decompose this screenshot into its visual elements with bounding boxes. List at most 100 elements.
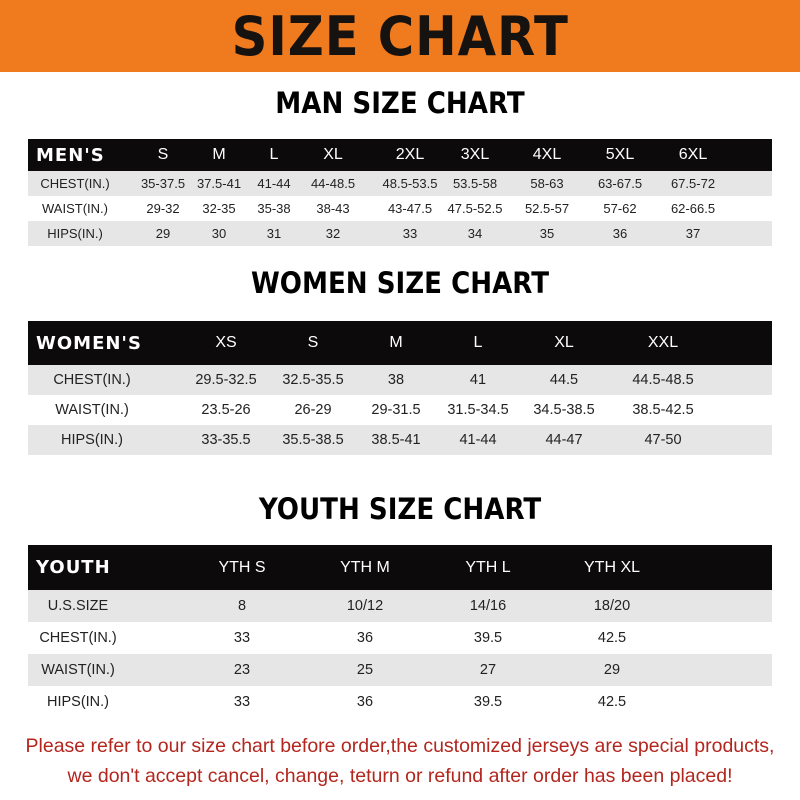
table-cell: 29-31.5 xyxy=(371,402,421,418)
table-cell: 63-67.5 xyxy=(597,176,643,191)
table-cell: 26-29 xyxy=(294,402,332,418)
table-cell: 62-66.5 xyxy=(670,201,716,216)
table-cell: 31 xyxy=(266,226,282,241)
table-row: HIPS(IN.) 33 36 39.5 42.5 xyxy=(28,686,772,718)
table-header-row: YOUTH YTH S YTH M YTH L YTH XL xyxy=(28,545,772,590)
table-cell: 18/20 xyxy=(593,598,631,614)
table-cell: 29 xyxy=(155,226,171,241)
table-cell: 36 xyxy=(612,226,628,241)
measurement-label: U.S.SIZE xyxy=(47,598,109,614)
table-row: HIPS(IN.) 29 30 31 32 33 34 35 36 37 xyxy=(28,221,772,246)
table-row: WAIST(IN.) 29-32 32-35 35-38 38-43 43-47.5 47.… xyxy=(28,196,772,221)
table-row: CHEST(IN.) 29.5-32.5 32.5-35.5 38 41 44.5 44.5… xyxy=(28,365,772,395)
table-cell: 47.5-52.5 xyxy=(447,201,503,216)
table-cell: 33 xyxy=(233,630,251,646)
table-cell: 44-48.5 xyxy=(310,176,356,191)
table-cell: 35.5-38.5 xyxy=(282,432,344,448)
table-cell: 38 xyxy=(387,372,405,388)
table-cell: 29 xyxy=(603,662,621,678)
table-cell: 38-43 xyxy=(316,201,350,216)
youth-title: YOUTH SIZE CHART xyxy=(258,492,542,526)
size-header-cell: 4XL xyxy=(532,146,562,163)
table-cell: 14/16 xyxy=(469,598,507,614)
table-cell: 52.5-57 xyxy=(524,201,570,216)
table-cell: 39.5 xyxy=(473,694,503,710)
measurement-label: WAIST(IN.) xyxy=(42,201,108,216)
table-cell: 67.5-72 xyxy=(670,176,716,191)
table-cell: 36 xyxy=(356,694,374,710)
table-cell: 42.5 xyxy=(597,694,627,710)
measurement-label: CHEST(IN.) xyxy=(39,630,117,646)
size-header-cell: S xyxy=(307,334,319,351)
size-header-cell: YTH L xyxy=(465,558,511,576)
table-cell: 25 xyxy=(356,662,374,678)
table-cell: 35-38 xyxy=(257,201,291,216)
size-header-cell: M xyxy=(389,334,403,351)
table-header-row: WOMEN'S XS S M L XL XXL xyxy=(28,321,772,365)
table-cell: 29.5-32.5 xyxy=(195,372,257,388)
table-cell: 35 xyxy=(539,226,555,241)
table-cell: 29-32 xyxy=(146,201,180,216)
size-header-cell: 2XL xyxy=(395,146,425,163)
women-title: WOMEN SIZE CHART xyxy=(251,266,549,300)
table-cell: 57-62 xyxy=(603,201,637,216)
size-header-cell: YTH M xyxy=(340,558,390,576)
men-size-table: MEN'S S M L XL 2XL 3XL 4XL 5XL 6XL CHEST(IN.) 35-37… xyxy=(28,139,772,246)
size-header-cell: XS xyxy=(215,334,237,351)
table-cell: 35-37.5 xyxy=(140,176,186,191)
table-cell: 44-47 xyxy=(545,432,583,448)
table-cell: 58-63 xyxy=(530,176,564,191)
table-cell: 33 xyxy=(402,226,418,241)
table-row: U.S.SIZE 8 10/12 14/16 18/20 xyxy=(28,590,772,622)
measurement-label: WAIST(IN.) xyxy=(55,402,129,418)
men-title: MAN SIZE CHART xyxy=(275,86,525,120)
table-cell: 38.5-41 xyxy=(371,432,421,448)
banner-title: SIZE CHART xyxy=(231,4,569,68)
table-cell: 41 xyxy=(469,372,487,388)
table-row: HIPS(IN.) 33-35.5 35.5-38.5 38.5-41 41-44 44-… xyxy=(28,425,772,455)
table-cell: 10/12 xyxy=(346,598,384,614)
table-cell: 23.5-26 xyxy=(201,402,251,418)
size-header-cell: S xyxy=(157,146,169,163)
table-cell: 37.5-41 xyxy=(196,176,242,191)
table-cell: 37 xyxy=(685,226,701,241)
measurement-label: HIPS(IN.) xyxy=(46,694,110,710)
table-cell: 44.5 xyxy=(549,372,579,388)
measurement-label: CHEST(IN.) xyxy=(53,372,131,388)
measurement-label: HIPS(IN.) xyxy=(60,432,124,448)
measurement-label: HIPS(IN.) xyxy=(47,226,103,241)
table-row: WAIST(IN.) 23.5-26 26-29 29-31.5 31.5-34.5 34… xyxy=(28,395,772,425)
table-cell: 33-35.5 xyxy=(201,432,251,448)
table-cell: 47-50 xyxy=(644,432,682,448)
size-header-cell: YTH S xyxy=(218,558,266,576)
table-cell: 31.5-34.5 xyxy=(447,402,509,418)
table-cell: 33 xyxy=(233,694,251,710)
table-header-row: MEN'S S M L XL 2XL 3XL 4XL 5XL 6XL xyxy=(28,139,772,171)
measurement-label: WAIST(IN.) xyxy=(41,662,115,678)
women-size-table: WOMEN'S XS S M L XL XXL CHEST(IN.) 29.5-32.5 32.5… xyxy=(28,321,772,455)
size-header-cell: 3XL xyxy=(460,146,490,163)
notice-line-1: Please refer to our size chart before or… xyxy=(25,735,775,757)
size-chart-banner: SIZE CHART xyxy=(0,0,800,72)
table-cell: 23 xyxy=(233,662,251,678)
table-row: CHEST(IN.) 33 36 39.5 42.5 xyxy=(28,622,772,654)
table-cell: 38.5-42.5 xyxy=(632,402,694,418)
table-cell: 44.5-48.5 xyxy=(632,372,694,388)
size-header-cell: XL xyxy=(323,146,343,163)
size-header-cell: L xyxy=(269,146,279,163)
size-header-cell: YTH XL xyxy=(583,558,641,576)
table-cell: 41-44 xyxy=(459,432,497,448)
youth-size-table: YOUTH YTH S YTH M YTH L YTH XL U.S.SIZE 8 10/12… xyxy=(28,545,772,718)
table-cell: 27 xyxy=(479,662,497,678)
size-header-cell: XXL xyxy=(647,334,679,351)
table-cell: 36 xyxy=(356,630,374,646)
table-cell: 30 xyxy=(211,226,227,241)
size-header-cell: 6XL xyxy=(678,146,708,163)
table-cell: 39.5 xyxy=(473,630,503,646)
table-cell: 43-47.5 xyxy=(387,201,433,216)
table-cell: 32.5-35.5 xyxy=(282,372,344,388)
size-header-cell: L xyxy=(473,334,483,351)
table-row: CHEST(IN.) 35-37.5 37.5-41 41-44 44-48.5 48.5… xyxy=(28,171,772,196)
measurement-label: CHEST(IN.) xyxy=(40,176,110,191)
table-title-cell: WOMEN'S xyxy=(36,332,142,354)
